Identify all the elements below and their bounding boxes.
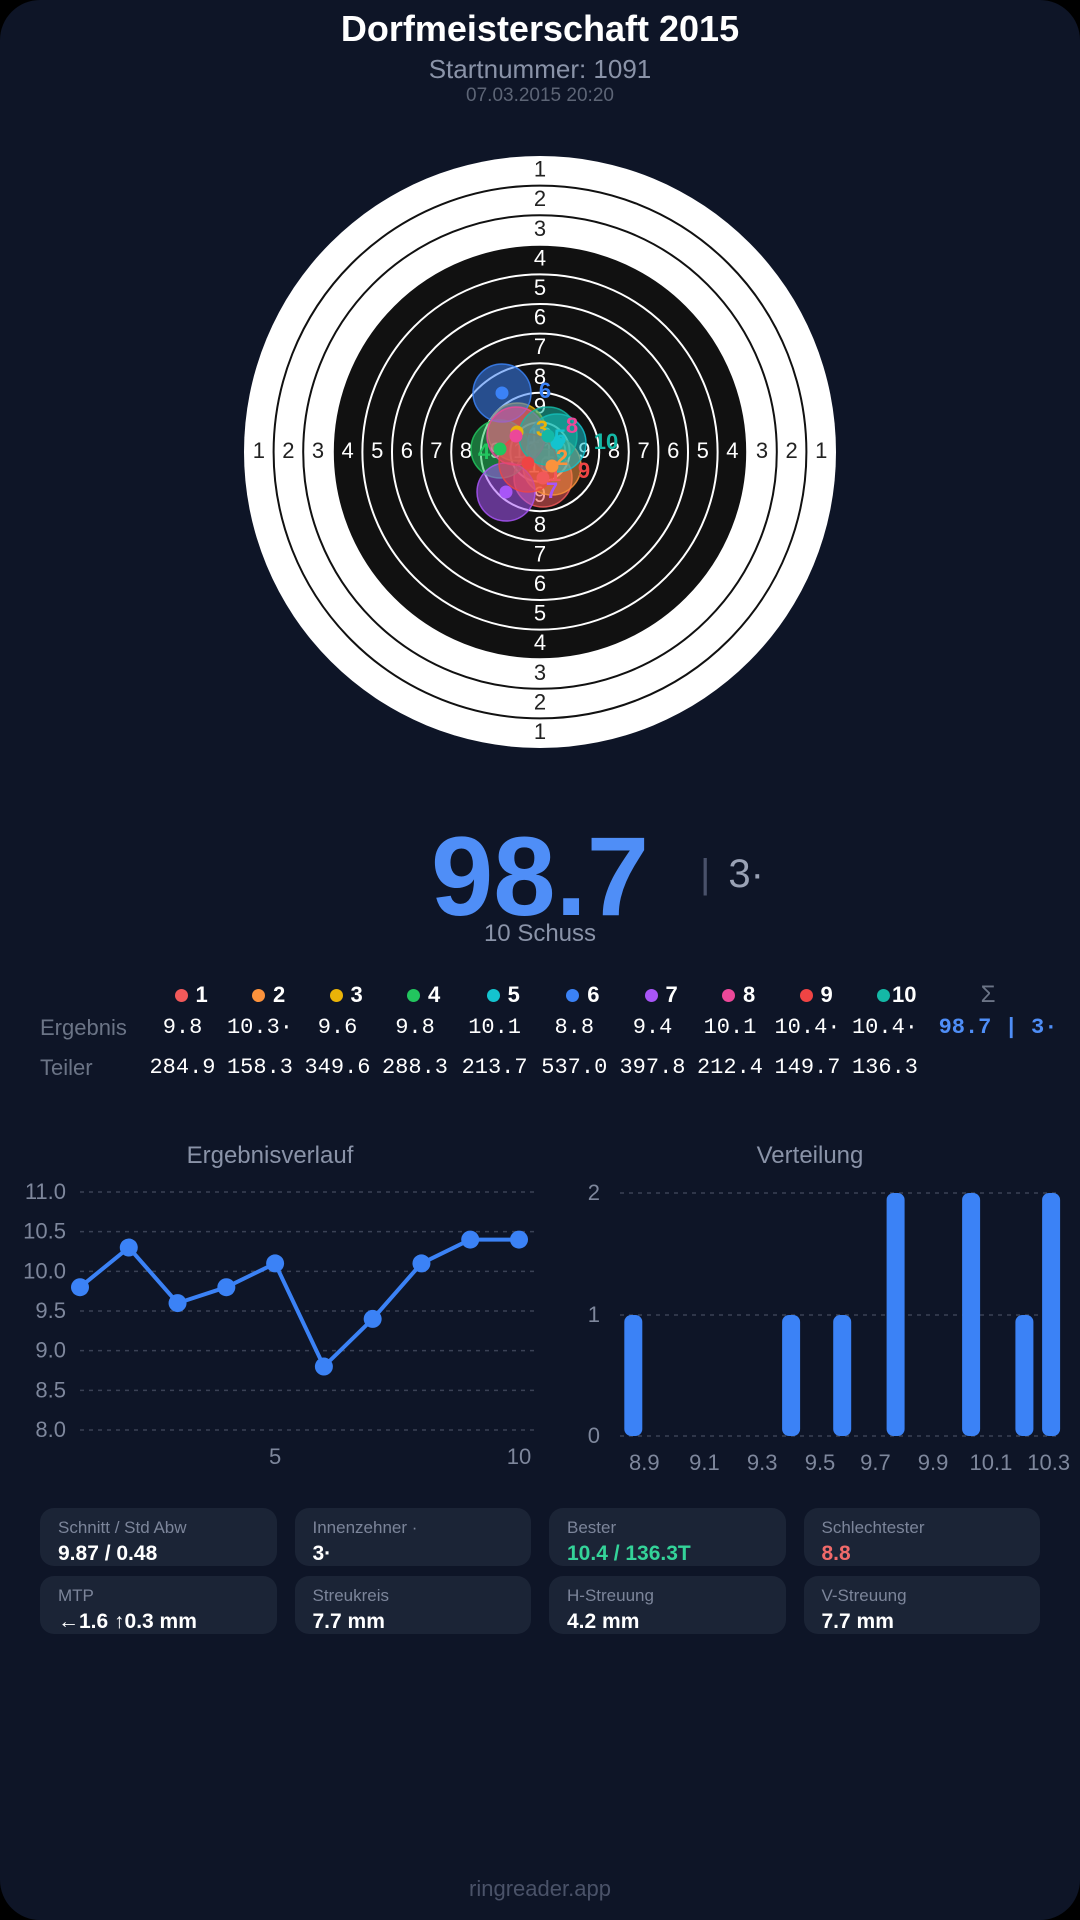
svg-text:1: 1 bbox=[815, 438, 827, 463]
svg-text:9.0: 9.0 bbox=[35, 1338, 66, 1363]
svg-text:Verteilung: Verteilung bbox=[757, 1142, 864, 1169]
svg-text:8.0: 8.0 bbox=[35, 1417, 66, 1442]
svg-text:8.5: 8.5 bbox=[35, 1377, 66, 1402]
svg-text:5: 5 bbox=[269, 1444, 281, 1469]
svg-text:9: 9 bbox=[578, 458, 590, 483]
svg-text:9.5: 9.5 bbox=[35, 1298, 66, 1323]
svg-text:5: 5 bbox=[554, 425, 566, 450]
svg-text:2: 2 bbox=[282, 438, 294, 463]
svg-text:2: 2 bbox=[588, 1180, 600, 1205]
svg-text:8: 8 bbox=[566, 413, 578, 438]
svg-text:3: 3 bbox=[312, 438, 324, 463]
svg-text:10.5: 10.5 bbox=[23, 1219, 66, 1244]
svg-text:4: 4 bbox=[534, 630, 546, 655]
svg-text:10: 10 bbox=[507, 1444, 531, 1469]
svg-text:5: 5 bbox=[371, 438, 383, 463]
svg-text:1: 1 bbox=[253, 438, 265, 463]
svg-text:11.0: 11.0 bbox=[25, 1179, 66, 1204]
svg-text:10.0: 10.0 bbox=[23, 1258, 66, 1283]
svg-text:9.1: 9.1 bbox=[689, 1450, 720, 1475]
svg-text:9.5: 9.5 bbox=[805, 1450, 836, 1475]
svg-text:5: 5 bbox=[534, 601, 546, 626]
svg-text:3: 3 bbox=[534, 660, 546, 685]
svg-text:6: 6 bbox=[667, 438, 679, 463]
svg-text:1: 1 bbox=[588, 1302, 600, 1327]
svg-text:1: 1 bbox=[534, 157, 546, 182]
svg-text:2: 2 bbox=[534, 689, 546, 714]
svg-text:7: 7 bbox=[637, 438, 649, 463]
svg-text:7: 7 bbox=[534, 334, 546, 359]
svg-text:4: 4 bbox=[534, 245, 546, 270]
svg-text:3: 3 bbox=[756, 438, 768, 463]
svg-text:2: 2 bbox=[785, 438, 797, 463]
svg-text:0: 0 bbox=[588, 1423, 600, 1448]
svg-text:4: 4 bbox=[726, 438, 738, 463]
svg-text:10: 10 bbox=[594, 429, 618, 454]
svg-text:2: 2 bbox=[534, 186, 546, 211]
svg-text:6: 6 bbox=[401, 438, 413, 463]
svg-text:4: 4 bbox=[341, 438, 353, 463]
svg-text:5: 5 bbox=[697, 438, 709, 463]
svg-text:10.1: 10.1 bbox=[969, 1450, 1012, 1475]
svg-text:8: 8 bbox=[534, 512, 546, 537]
svg-text:3: 3 bbox=[534, 216, 546, 241]
svg-text:5: 5 bbox=[534, 275, 546, 300]
svg-text:6: 6 bbox=[534, 571, 546, 596]
svg-text:4: 4 bbox=[478, 439, 491, 464]
svg-text:9.3: 9.3 bbox=[747, 1450, 778, 1475]
svg-text:7: 7 bbox=[534, 541, 546, 566]
svg-text:8.9: 8.9 bbox=[629, 1450, 660, 1475]
svg-text:1: 1 bbox=[534, 719, 546, 744]
svg-text:9.9: 9.9 bbox=[918, 1450, 949, 1475]
svg-text:Ergebnisverlauf: Ergebnisverlauf bbox=[187, 1142, 354, 1169]
svg-text:6: 6 bbox=[534, 305, 546, 330]
svg-text:10.3: 10.3 bbox=[1027, 1450, 1070, 1475]
svg-text:6: 6 bbox=[539, 378, 551, 403]
svg-text:7: 7 bbox=[430, 438, 442, 463]
svg-text:9.7: 9.7 bbox=[860, 1450, 891, 1475]
svg-text:7: 7 bbox=[546, 478, 558, 503]
